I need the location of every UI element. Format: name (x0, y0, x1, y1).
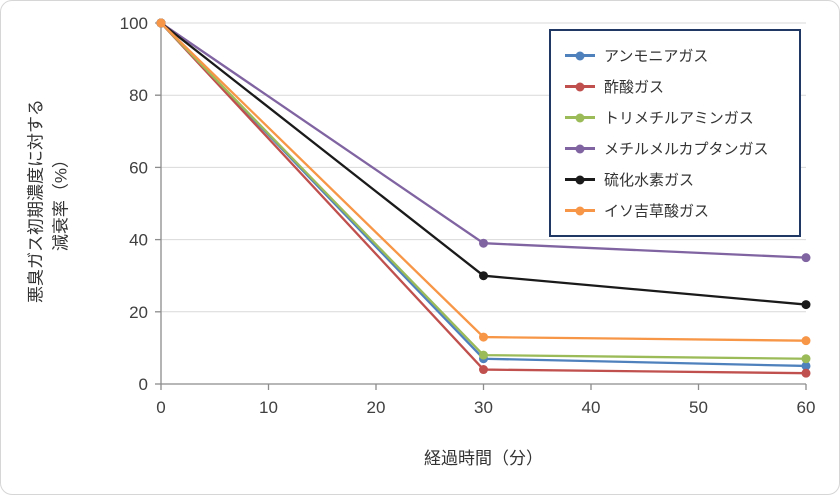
x-tick-label-40: 40 (582, 398, 601, 417)
y-axis-title-line2: 減衰率（%） (51, 150, 70, 252)
legend-label: 酢酸ガス (604, 79, 665, 96)
data-point-ammonia-gas-60 (801, 361, 811, 371)
legend-item-hydrogen-sulfide-gas: 硫化水素ガス (565, 164, 785, 195)
legend-item-trimethylamine-gas: トリメチルアミンガス (565, 102, 785, 133)
legend-label: 硫化水素ガス (604, 172, 695, 189)
y-tick-label-20: 20 (129, 303, 148, 322)
data-point-hydrogen-sulfide-gas-30 (479, 271, 488, 281)
x-axis-title: 経過時間（分） (424, 449, 543, 468)
data-point-methyl-mercaptan-gas-30 (479, 238, 488, 248)
legend-item-acetic-acid-gas: 酢酸ガス (565, 71, 785, 102)
legend-line-marker-icon (565, 82, 595, 91)
legend-item-ammonia-gas: アンモニアガス (565, 40, 785, 71)
legend: アンモニアガス 酢酸ガストリメチルアミンガス メチルメルカプタンガス 硫化水素ガス イソ… (549, 29, 801, 237)
data-point-hydrogen-sulfide-gas-60 (801, 300, 811, 310)
legend-label: トリメチルアミンガス (604, 110, 754, 127)
legend-marker-dot-icon (575, 175, 585, 184)
y-tick-label-100: 100 (120, 14, 148, 33)
data-point-trimethylamine-gas-30 (479, 350, 488, 360)
y-tick-label-40: 40 (129, 231, 148, 250)
y-tick-label-60: 60 (129, 158, 148, 177)
legend-line-marker-icon (565, 113, 595, 122)
legend-line-marker-icon (565, 51, 595, 60)
legend-item-methyl-mercaptan-gas: メチルメルカプタンガス (565, 133, 785, 164)
y-tick-label-80: 80 (129, 86, 148, 105)
legend-marker-dot-icon (575, 113, 585, 122)
legend-marker-dot-icon (575, 144, 585, 153)
x-tick-label-10: 10 (259, 398, 278, 417)
legend-label: アンモニアガス (604, 48, 709, 65)
x-tick-label-60: 60 (797, 398, 816, 417)
data-point-acetic-acid-gas-30 (479, 365, 488, 375)
data-point-isovaleric-acid-gas-60 (801, 336, 811, 346)
x-tick-label-20: 20 (367, 398, 386, 417)
y-axis-title: 悪臭ガス初期濃度に対する 減衰率（%） (24, 11, 73, 391)
data-point-isovaleric-acid-gas-0 (156, 18, 166, 28)
legend-label: メチルメルカプタンガス (604, 141, 769, 158)
legend-item-isovaleric-acid-gas: イソ吉草酸ガス (565, 195, 785, 226)
legend-line-marker-icon (565, 144, 595, 153)
data-point-isovaleric-acid-gas-30 (479, 332, 488, 342)
x-tick-label-0: 0 (156, 398, 165, 417)
data-point-trimethylamine-gas-60 (801, 354, 811, 364)
data-point-methyl-mercaptan-gas-60 (801, 253, 811, 263)
legend-marker-dot-icon (575, 206, 585, 215)
data-point-acetic-acid-gas-60 (801, 368, 811, 378)
legend-line-marker-icon (565, 175, 595, 184)
legend-line-marker-icon (565, 206, 595, 215)
y-axis-title-line1: 悪臭ガス初期濃度に対する (26, 99, 46, 303)
legend-marker-dot-icon (575, 82, 585, 91)
legend-marker-dot-icon (575, 51, 585, 60)
x-tick-label-30: 30 (474, 398, 493, 417)
legend-label: イソ吉草酸ガス (604, 203, 710, 220)
x-tick-label-50: 50 (689, 398, 708, 417)
y-tick-label-0: 0 (139, 375, 148, 394)
